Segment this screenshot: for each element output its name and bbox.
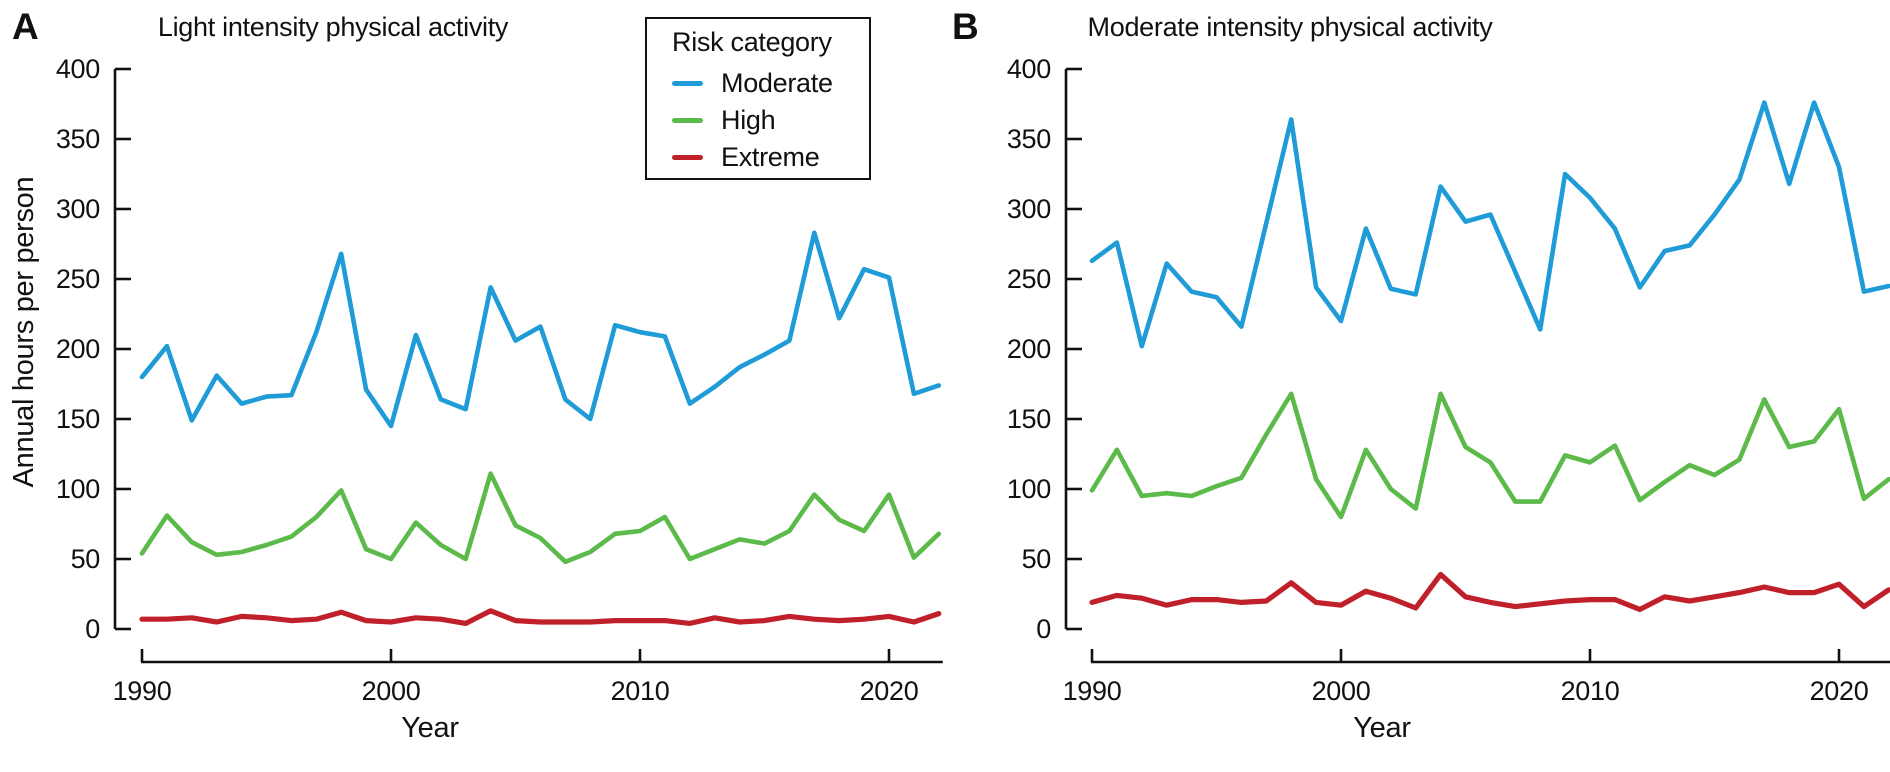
legend-item-high: High bbox=[672, 102, 869, 139]
panel-b-letter: B bbox=[952, 6, 979, 47]
panel-a-y-tick-label: 250 bbox=[56, 264, 100, 294]
panel-a-title: Light intensity physical activity bbox=[157, 12, 509, 42]
panel-a-line-high bbox=[139, 471, 942, 565]
legend-item-extreme: Extreme bbox=[672, 139, 869, 176]
panel-b-y-tick-label: 150 bbox=[1007, 404, 1051, 434]
panel-a-x-tick-label: 2010 bbox=[611, 676, 670, 706]
moderate-line-swatch bbox=[672, 81, 703, 86]
extreme-line-swatch bbox=[672, 155, 703, 160]
panel-b-x-tick-label: 2000 bbox=[1312, 676, 1371, 706]
legend-item-moderate: Moderate bbox=[672, 65, 869, 102]
panel-b-y-tick-label: 100 bbox=[1007, 474, 1051, 504]
panel-a-y-tick-label: 50 bbox=[71, 544, 100, 574]
panel-a-line-moderate bbox=[139, 230, 942, 429]
legend-label-extreme: Extreme bbox=[721, 142, 820, 172]
high-line-swatch bbox=[672, 118, 703, 123]
panel-a-y-tick-label: 200 bbox=[56, 334, 100, 364]
x-axis-label-panel-b: Year bbox=[1353, 712, 1411, 744]
panel-b-y-tick-label: 200 bbox=[1007, 334, 1051, 364]
panel-b-x-tick-label: 2020 bbox=[1810, 676, 1869, 706]
panel-b-y-tick-label: 400 bbox=[1007, 54, 1051, 84]
panel-a-y-tick-label: 350 bbox=[56, 124, 100, 154]
panel-a-x-tick-label: 2000 bbox=[362, 676, 421, 706]
x-axis-label-panel-a: Year bbox=[401, 712, 459, 744]
panel-b-y-tick-label: 50 bbox=[1022, 544, 1051, 574]
panel-b-line-high bbox=[1089, 391, 1890, 520]
panel-a-y-tick-label: 150 bbox=[56, 404, 100, 434]
panel-a-y-tick-label: 300 bbox=[56, 194, 100, 224]
legend-label-high: High bbox=[721, 105, 776, 135]
legend-box: Risk category Moderate High Extreme bbox=[645, 17, 871, 180]
panel-a-letter: A bbox=[12, 6, 39, 47]
panel-a-line-extreme bbox=[139, 608, 942, 627]
panel-b-x-tick-label: 2010 bbox=[1561, 676, 1620, 706]
panel-b-line-moderate bbox=[1089, 100, 1890, 349]
panel-b-title: Moderate intensity physical activity bbox=[1087, 12, 1493, 42]
panel-a-y-tick-label: 100 bbox=[56, 474, 100, 504]
panel-b-line-extreme bbox=[1089, 571, 1890, 613]
panel-b-x-tick-label: 1990 bbox=[1063, 676, 1122, 706]
panel-a-x-tick-label: 1990 bbox=[113, 676, 172, 706]
panel-a-y-tick-label: 0 bbox=[85, 614, 100, 644]
panel-a-x-tick-label: 2020 bbox=[860, 676, 919, 706]
panel-b-y-tick-label: 300 bbox=[1007, 194, 1051, 224]
legend-label-moderate: Moderate bbox=[721, 68, 833, 98]
panel-b-y-tick-label: 0 bbox=[1036, 614, 1051, 644]
y-axis-label: Annual hours per person bbox=[8, 176, 40, 488]
panel-b-y-tick-label: 350 bbox=[1007, 124, 1051, 154]
panel-a-y-tick-label: 400 bbox=[56, 54, 100, 84]
panel-b-y-tick-label: 250 bbox=[1007, 264, 1051, 294]
legend-title: Risk category bbox=[672, 27, 832, 57]
